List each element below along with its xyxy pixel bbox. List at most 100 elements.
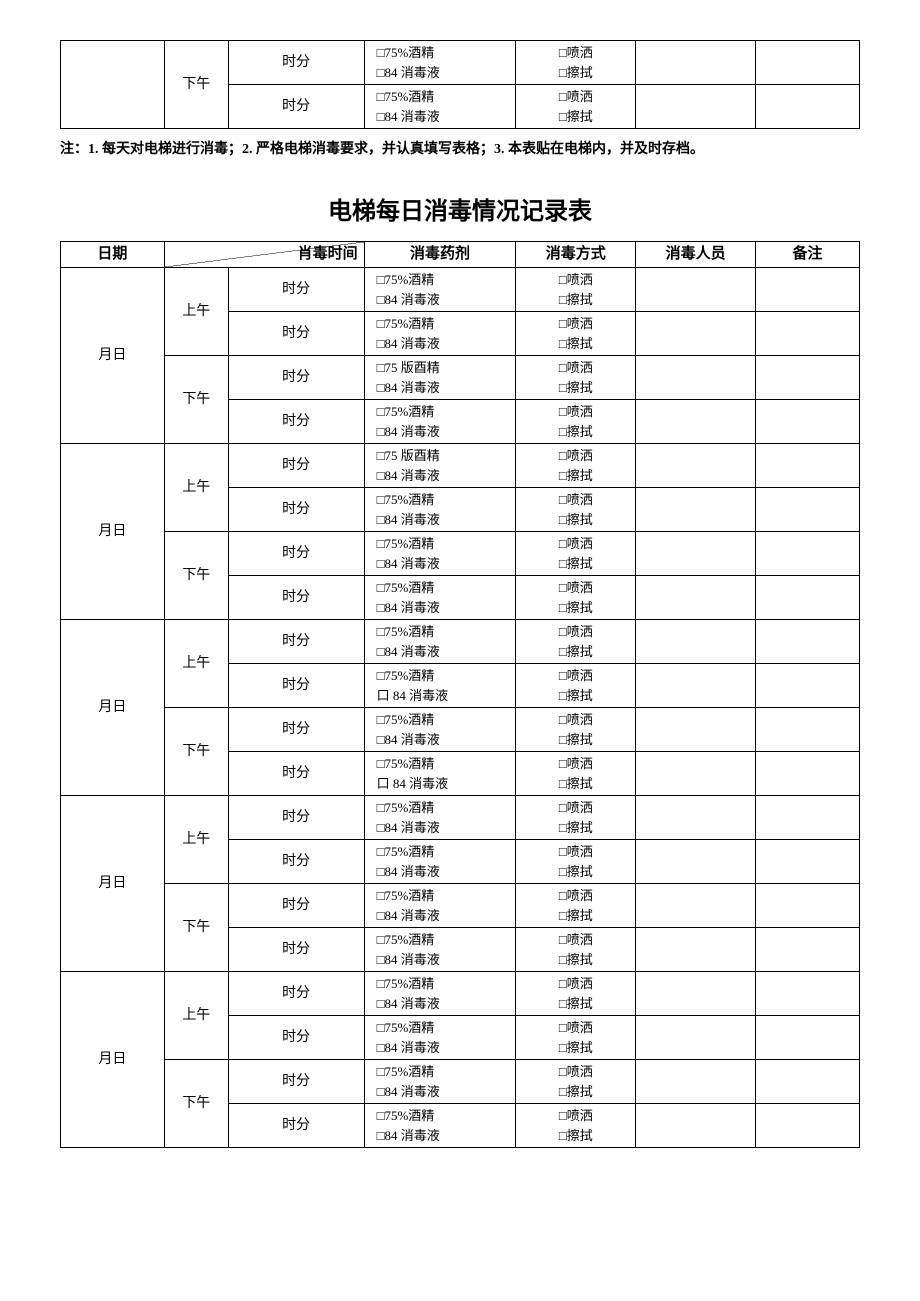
- method-cell: □喷洒□擦拭: [516, 928, 636, 972]
- remark-cell: [756, 312, 860, 356]
- agent-cell: □75%酒精□84 消毒液: [364, 1104, 516, 1148]
- method-cell: □喷洒□擦拭: [516, 488, 636, 532]
- agent-cell: □75%酒精□84 消毒液: [364, 972, 516, 1016]
- time-cell: 时分: [228, 400, 364, 444]
- period-cell: 下午: [164, 708, 228, 796]
- remark-cell: [756, 620, 860, 664]
- remark-cell: [756, 444, 860, 488]
- method-cell: □喷洒□擦拭: [516, 1060, 636, 1104]
- method-cell: □喷洒□擦拭: [516, 356, 636, 400]
- remark-cell: [756, 85, 860, 129]
- remark-cell: [756, 1060, 860, 1104]
- person-cell: [636, 356, 756, 400]
- header-date: 日期: [61, 242, 165, 268]
- time-cell: 时分: [228, 796, 364, 840]
- header-time: 肖毒时间: [164, 242, 364, 268]
- date-cell: 月日: [61, 620, 165, 796]
- person-cell: [636, 1016, 756, 1060]
- header-agent: 消毒药剂: [364, 242, 516, 268]
- person-cell: [636, 752, 756, 796]
- person-cell: [636, 85, 756, 129]
- person-cell: [636, 620, 756, 664]
- time-cell: 时分: [228, 664, 364, 708]
- method-cell: □喷洒□擦拭: [516, 1104, 636, 1148]
- agent-cell: □75%酒精□84 消毒液: [364, 41, 516, 85]
- method-cell: □喷洒□擦拭: [516, 752, 636, 796]
- remark-cell: [756, 41, 860, 85]
- period-cell: 下午: [164, 532, 228, 620]
- date-cell: 月日: [61, 444, 165, 620]
- person-cell: [636, 1104, 756, 1148]
- period-cell: 上午: [164, 796, 228, 884]
- person-cell: [636, 708, 756, 752]
- time-cell: 时分: [228, 620, 364, 664]
- person-cell: [636, 41, 756, 85]
- agent-cell: □75%酒精□84 消毒液: [364, 268, 516, 312]
- header-method: 消毒方式: [516, 242, 636, 268]
- remark-cell: [756, 532, 860, 576]
- time-cell: 时分: [228, 532, 364, 576]
- agent-cell: □75%酒精口 84 消毒液: [364, 752, 516, 796]
- person-cell: [636, 664, 756, 708]
- date-cell: 月日: [61, 972, 165, 1148]
- time-cell: 时分: [228, 708, 364, 752]
- remark-cell: [756, 1104, 860, 1148]
- remark-cell: [756, 1016, 860, 1060]
- period-cell: 上午: [164, 972, 228, 1060]
- person-cell: [636, 884, 756, 928]
- agent-cell: □75 版酉精□84 消毒液: [364, 444, 516, 488]
- agent-cell: □75%酒精□84 消毒液: [364, 576, 516, 620]
- method-cell: □喷洒□擦拭: [516, 576, 636, 620]
- method-cell: □喷洒□擦拭: [516, 664, 636, 708]
- person-cell: [636, 840, 756, 884]
- remark-cell: [756, 708, 860, 752]
- time-cell: 时分: [228, 488, 364, 532]
- remark-cell: [756, 664, 860, 708]
- person-cell: [636, 576, 756, 620]
- time-cell: 时分: [228, 576, 364, 620]
- person-cell: [636, 444, 756, 488]
- time-cell: 时分: [228, 972, 364, 1016]
- remark-cell: [756, 752, 860, 796]
- method-cell: □喷洒□擦拭: [516, 972, 636, 1016]
- remark-cell: [756, 356, 860, 400]
- period-cell: 下午: [164, 1060, 228, 1148]
- agent-cell: □75%酒精□84 消毒液: [364, 884, 516, 928]
- time-cell: 时分: [228, 85, 364, 129]
- agent-cell: □75 版酉精□84 消毒液: [364, 356, 516, 400]
- remark-cell: [756, 576, 860, 620]
- method-cell: □喷洒□擦拭: [516, 884, 636, 928]
- agent-cell: □75%酒精□84 消毒液: [364, 488, 516, 532]
- person-cell: [636, 796, 756, 840]
- date-cell: 月日: [61, 796, 165, 972]
- method-cell: □喷洒□擦拭: [516, 444, 636, 488]
- method-cell: □喷洒□擦拭: [516, 41, 636, 85]
- header-remark: 备注: [756, 242, 860, 268]
- person-cell: [636, 488, 756, 532]
- person-cell: [636, 972, 756, 1016]
- time-cell: 时分: [228, 752, 364, 796]
- time-cell: 时分: [228, 312, 364, 356]
- time-cell: 时分: [228, 41, 364, 85]
- remark-cell: [756, 840, 860, 884]
- person-cell: [636, 268, 756, 312]
- period-cell: 上午: [164, 620, 228, 708]
- agent-cell: □75%酒精口 84 消毒液: [364, 664, 516, 708]
- time-cell: 时分: [228, 356, 364, 400]
- time-cell: 时分: [228, 884, 364, 928]
- agent-cell: □75%酒精□84 消毒液: [364, 708, 516, 752]
- period-cell: 上午: [164, 444, 228, 532]
- person-cell: [636, 928, 756, 972]
- method-cell: □喷洒□擦拭: [516, 400, 636, 444]
- agent-cell: □75%酒精□84 消毒液: [364, 1016, 516, 1060]
- person-cell: [636, 400, 756, 444]
- person-cell: [636, 532, 756, 576]
- method-cell: □喷洒□擦拭: [516, 620, 636, 664]
- time-cell: 时分: [228, 1104, 364, 1148]
- remark-cell: [756, 488, 860, 532]
- agent-cell: □75%酒精□84 消毒液: [364, 620, 516, 664]
- remark-cell: [756, 972, 860, 1016]
- main-record-table: 日期 肖毒时间 消毒药剂 消毒方式 消毒人员 备注 月日 上午 时分 □75%酒…: [60, 241, 860, 1148]
- time-cell: 时分: [228, 1016, 364, 1060]
- agent-cell: □75%酒精□84 消毒液: [364, 85, 516, 129]
